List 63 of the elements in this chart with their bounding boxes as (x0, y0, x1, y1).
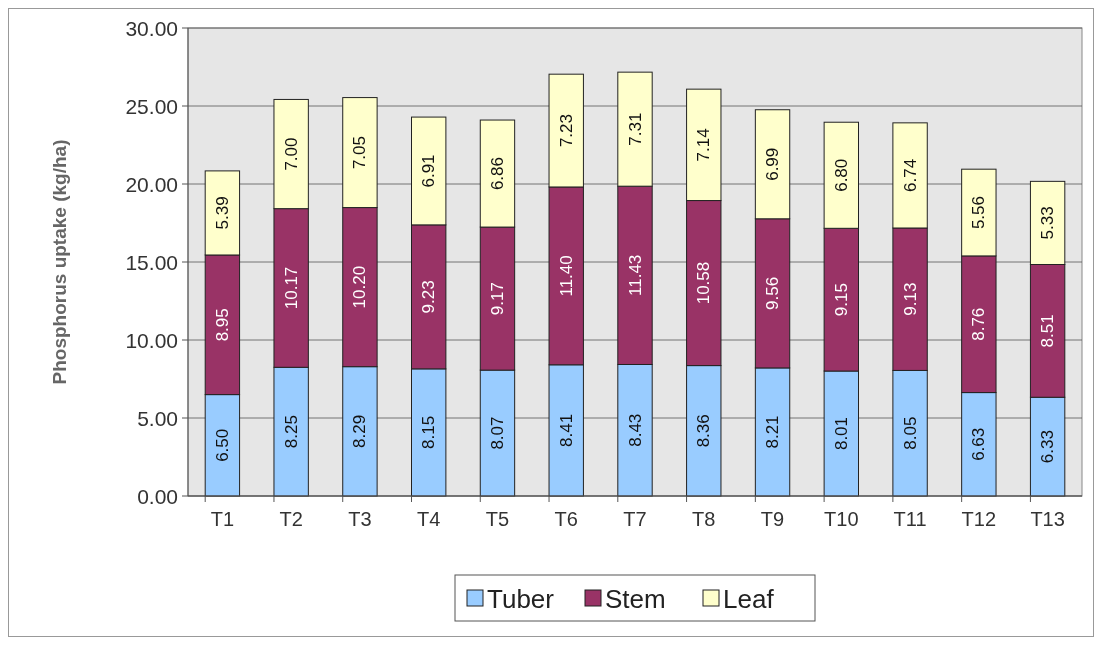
data-label: 7.31 (625, 112, 645, 146)
data-label: 8.95 (212, 308, 232, 342)
y-tick-label: 5.00 (137, 406, 178, 430)
data-label: 6.50 (212, 428, 232, 462)
data-label: 6.91 (419, 154, 439, 188)
data-label: 9.17 (487, 282, 507, 316)
x-tick-label: T6 (554, 508, 578, 530)
data-label: 5.33 (1038, 206, 1058, 240)
x-tick-label: T11 (893, 508, 927, 530)
data-label: 5.56 (969, 196, 989, 230)
data-label: 8.29 (350, 414, 370, 448)
data-label: 6.80 (831, 158, 851, 192)
data-label: 10.20 (350, 265, 370, 309)
x-tick-label: T4 (417, 508, 441, 530)
data-label: 8.21 (763, 415, 783, 449)
data-label: 9.23 (419, 280, 439, 314)
x-tick-label: T12 (961, 508, 997, 530)
data-label: 10.58 (694, 261, 714, 305)
data-label: 11.43 (625, 254, 645, 296)
x-tick-label: T5 (485, 508, 510, 530)
data-label: 9.15 (831, 283, 851, 317)
data-label: 8.41 (556, 413, 576, 447)
x-tick-label: T9 (760, 508, 785, 530)
y-axis-title: Phosphorus uptake (kg/ha) (49, 139, 70, 385)
data-label: 6.99 (763, 147, 783, 181)
data-label: 9.13 (900, 282, 920, 316)
data-label: 8.07 (487, 416, 507, 450)
legend-label: Tuber (487, 584, 555, 614)
data-label: 7.00 (281, 137, 301, 171)
data-label: 8.76 (969, 307, 989, 341)
y-tick-label: 30.00 (125, 16, 178, 40)
data-label: 7.23 (556, 114, 576, 148)
data-label: 6.63 (969, 427, 989, 461)
data-label: 5.39 (212, 196, 232, 230)
data-label: 9.56 (763, 276, 783, 310)
x-tick-label: T7 (623, 508, 647, 530)
data-label: 7.14 (694, 128, 714, 162)
y-tick-label: 15.00 (125, 250, 178, 274)
legend-label: Leaf (723, 584, 775, 614)
y-tick-label: 25.00 (125, 94, 178, 118)
data-label: 8.05 (900, 416, 920, 450)
data-label: 8.25 (281, 415, 301, 449)
data-label: 7.05 (350, 136, 370, 170)
x-tick-label: T1 (210, 508, 235, 530)
y-tick-label: 0.00 (137, 484, 178, 508)
x-tick-label: T2 (279, 508, 303, 530)
y-tick-label: 20.00 (125, 172, 178, 196)
x-tick-label: T3 (348, 508, 372, 530)
x-tick-label: T8 (692, 508, 716, 530)
data-label: 6.74 (900, 158, 920, 192)
data-label: 8.36 (694, 414, 714, 448)
data-label: 8.15 (419, 415, 439, 449)
data-label: 8.51 (1038, 314, 1058, 348)
data-label: 6.86 (487, 157, 507, 191)
data-label: 11.40 (556, 255, 576, 297)
y-tick-label: 10.00 (125, 328, 178, 352)
legend-label: Stem (605, 584, 666, 614)
data-label: 8.01 (831, 416, 851, 451)
x-tick-label: T13 (1030, 508, 1065, 530)
data-label: 8.43 (625, 413, 645, 447)
x-tick-label: T10 (824, 508, 859, 530)
data-label: 10.17 (281, 266, 301, 310)
data-label: 6.33 (1038, 430, 1058, 464)
